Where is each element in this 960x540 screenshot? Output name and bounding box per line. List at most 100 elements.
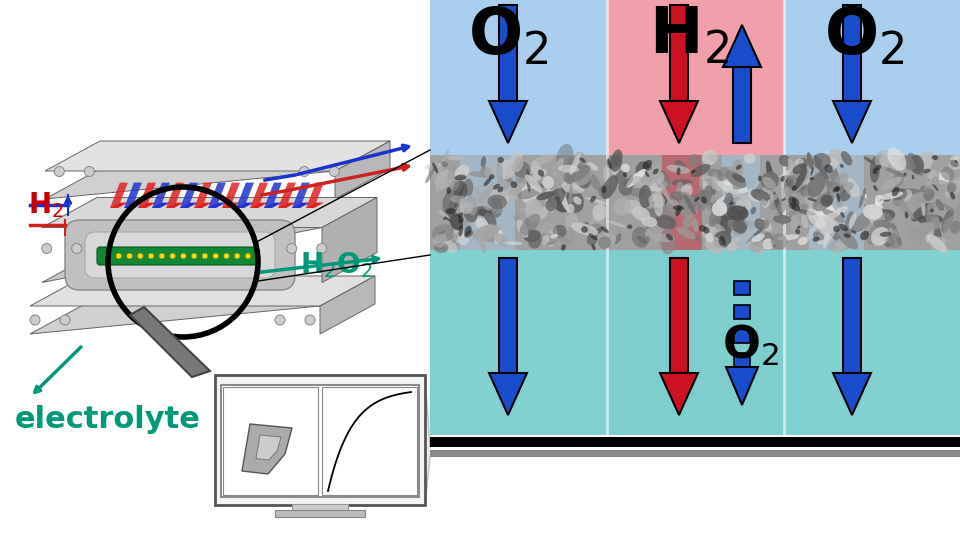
- Polygon shape: [335, 141, 390, 199]
- Ellipse shape: [717, 166, 730, 182]
- Ellipse shape: [701, 178, 716, 201]
- Ellipse shape: [701, 197, 707, 204]
- Ellipse shape: [720, 216, 732, 237]
- Ellipse shape: [677, 181, 684, 193]
- Ellipse shape: [782, 198, 786, 201]
- Ellipse shape: [943, 216, 959, 233]
- Ellipse shape: [806, 208, 826, 229]
- Ellipse shape: [481, 206, 492, 214]
- Ellipse shape: [934, 225, 942, 251]
- Ellipse shape: [519, 208, 542, 215]
- Ellipse shape: [780, 176, 785, 182]
- Bar: [221, 385, 419, 497]
- Ellipse shape: [588, 162, 598, 171]
- Ellipse shape: [675, 160, 686, 173]
- Ellipse shape: [442, 161, 448, 167]
- Ellipse shape: [919, 198, 926, 204]
- Ellipse shape: [789, 187, 804, 204]
- Polygon shape: [42, 198, 377, 282]
- Ellipse shape: [814, 201, 835, 219]
- Ellipse shape: [735, 199, 751, 212]
- Ellipse shape: [900, 156, 916, 170]
- Ellipse shape: [898, 199, 914, 220]
- Ellipse shape: [936, 199, 944, 211]
- Ellipse shape: [760, 220, 769, 229]
- Ellipse shape: [817, 222, 834, 232]
- Bar: [733, 67, 751, 143]
- Bar: [670, 258, 688, 373]
- Ellipse shape: [442, 212, 448, 218]
- Ellipse shape: [927, 201, 936, 214]
- Ellipse shape: [567, 157, 576, 167]
- Ellipse shape: [950, 155, 959, 163]
- Ellipse shape: [644, 235, 652, 243]
- Bar: [843, 258, 861, 373]
- Polygon shape: [320, 276, 375, 334]
- Ellipse shape: [830, 172, 849, 196]
- Bar: [784, 0, 960, 155]
- Ellipse shape: [497, 157, 504, 163]
- Ellipse shape: [760, 195, 769, 208]
- FancyBboxPatch shape: [85, 232, 275, 278]
- Ellipse shape: [514, 215, 520, 220]
- Ellipse shape: [909, 228, 924, 240]
- Circle shape: [72, 244, 82, 253]
- Ellipse shape: [625, 175, 634, 187]
- Ellipse shape: [879, 192, 903, 200]
- Ellipse shape: [453, 180, 468, 199]
- Ellipse shape: [550, 234, 559, 238]
- Polygon shape: [152, 183, 170, 208]
- Polygon shape: [180, 202, 198, 208]
- Ellipse shape: [792, 198, 800, 206]
- Ellipse shape: [571, 222, 598, 236]
- Polygon shape: [110, 202, 128, 208]
- Ellipse shape: [683, 215, 692, 228]
- Ellipse shape: [810, 167, 814, 176]
- Ellipse shape: [445, 208, 456, 214]
- Polygon shape: [42, 198, 377, 227]
- Ellipse shape: [824, 158, 838, 172]
- Ellipse shape: [699, 225, 706, 232]
- Ellipse shape: [481, 226, 499, 242]
- Ellipse shape: [921, 185, 926, 192]
- Ellipse shape: [880, 177, 902, 191]
- Ellipse shape: [948, 161, 960, 168]
- Ellipse shape: [538, 170, 544, 177]
- Ellipse shape: [474, 187, 490, 211]
- Ellipse shape: [712, 213, 735, 230]
- Ellipse shape: [870, 157, 880, 183]
- Polygon shape: [250, 202, 268, 208]
- Circle shape: [137, 253, 143, 259]
- Ellipse shape: [706, 191, 720, 217]
- Ellipse shape: [932, 243, 943, 250]
- Ellipse shape: [444, 217, 446, 220]
- Ellipse shape: [816, 225, 836, 245]
- Ellipse shape: [804, 173, 822, 199]
- Ellipse shape: [654, 190, 663, 217]
- Ellipse shape: [780, 186, 793, 198]
- Ellipse shape: [497, 186, 503, 192]
- Ellipse shape: [553, 225, 566, 238]
- Ellipse shape: [833, 240, 845, 254]
- Bar: [223, 387, 318, 495]
- Ellipse shape: [486, 208, 501, 218]
- Ellipse shape: [521, 183, 538, 204]
- Ellipse shape: [732, 177, 746, 190]
- Ellipse shape: [493, 233, 509, 247]
- Ellipse shape: [873, 168, 877, 174]
- Ellipse shape: [624, 178, 635, 188]
- Ellipse shape: [823, 231, 829, 249]
- Ellipse shape: [613, 198, 631, 216]
- Ellipse shape: [761, 172, 779, 190]
- Ellipse shape: [516, 220, 528, 238]
- Ellipse shape: [555, 230, 575, 249]
- Polygon shape: [45, 141, 390, 199]
- Ellipse shape: [842, 177, 860, 197]
- Ellipse shape: [654, 170, 671, 189]
- Ellipse shape: [708, 154, 717, 161]
- Ellipse shape: [497, 159, 516, 179]
- Ellipse shape: [631, 176, 648, 188]
- Polygon shape: [256, 435, 281, 460]
- Ellipse shape: [800, 186, 808, 194]
- Ellipse shape: [828, 238, 852, 252]
